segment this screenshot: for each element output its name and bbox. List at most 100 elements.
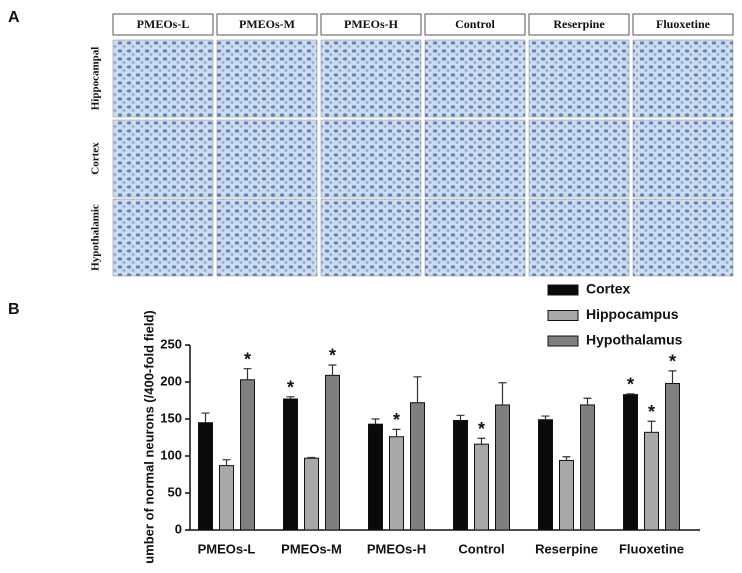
legend-label: Hypothalamus — [586, 332, 683, 348]
bar — [325, 374, 340, 531]
significance-marker: * — [329, 346, 336, 366]
column-header: Control — [455, 17, 495, 31]
bar — [453, 419, 468, 531]
bar — [538, 419, 553, 531]
error-bar — [286, 396, 295, 400]
micrograph — [528, 198, 630, 277]
y-tick-label: 250 — [160, 336, 182, 351]
error-bar — [562, 456, 571, 461]
error-bar — [626, 393, 635, 395]
error-bar — [498, 382, 507, 405]
row-label: Hippocampal — [90, 47, 102, 111]
micrograph — [112, 39, 214, 118]
bar — [474, 443, 489, 531]
column-header: PMEOs-L — [137, 17, 190, 31]
micrograph — [216, 119, 318, 198]
micrograph-grid: PMEOs-L PMEOs-M PMEOs-H Control Reserpine Flu… — [90, 13, 734, 277]
x-tick-label: Control — [458, 541, 504, 556]
panel-label: A — [8, 9, 20, 26]
bar — [219, 465, 234, 531]
significance-marker: * — [287, 378, 294, 398]
significance-marker: * — [393, 410, 400, 430]
column-header-box — [216, 13, 318, 36]
significance-marker: * — [648, 402, 655, 422]
error-bar — [583, 397, 592, 405]
bar — [623, 394, 638, 531]
column-header-box — [632, 13, 734, 36]
micrograph — [528, 39, 630, 118]
y-tick-label: 150 — [160, 410, 182, 425]
bar — [283, 398, 298, 531]
significance-marker: * — [244, 349, 251, 369]
error-bar — [668, 370, 677, 384]
bar — [240, 379, 255, 531]
legend-swatch — [547, 310, 579, 321]
micrograph — [320, 119, 422, 198]
column-header-box — [112, 13, 214, 36]
column-header-box — [320, 13, 422, 36]
bar-chart: umber of normal neurons (/400-fold field… — [141, 281, 700, 564]
significance-marker: * — [627, 375, 634, 395]
bar — [644, 431, 659, 531]
column-header-box — [528, 13, 630, 36]
micrograph — [632, 119, 734, 198]
x-tick-label: PMEOs-H — [367, 541, 426, 556]
significance-marker: * — [478, 419, 485, 439]
legend-swatch — [547, 335, 579, 347]
micrograph — [216, 198, 318, 277]
bar — [304, 457, 319, 531]
micrograph — [424, 198, 526, 277]
significance-marker: * — [669, 352, 676, 372]
x-tick-label: Reserpine — [535, 541, 598, 556]
y-tick-label: 100 — [160, 447, 182, 462]
x-tick-label: PMEOs-M — [281, 541, 342, 556]
micrograph — [112, 198, 214, 277]
column-header: PMEOs-M — [239, 17, 295, 31]
row-label: Cortex — [90, 142, 102, 175]
error-bar — [456, 414, 465, 421]
error-bar — [477, 437, 486, 445]
legend-label: Cortex — [586, 281, 631, 297]
y-tick-label: 200 — [160, 373, 182, 388]
bar — [495, 404, 510, 531]
bar — [580, 404, 595, 531]
y-tick-label: 50 — [168, 484, 182, 499]
column-header: Fluoxetine — [656, 17, 711, 31]
micrograph — [424, 39, 526, 118]
error-bar — [243, 368, 252, 380]
row-label: Hypothalamic — [90, 204, 102, 271]
micrograph — [320, 39, 422, 118]
column-header-box — [424, 13, 526, 36]
bar — [368, 423, 383, 531]
error-bar — [647, 420, 656, 433]
bar — [410, 402, 425, 531]
micrograph — [528, 119, 630, 198]
y-tick-label: 0 — [175, 521, 182, 536]
bar — [198, 422, 213, 531]
error-bar — [541, 415, 550, 420]
x-tick-label: PMEOs-L — [198, 541, 256, 556]
bar — [559, 459, 574, 531]
micrograph — [424, 119, 526, 198]
bar — [665, 382, 680, 531]
error-bar — [371, 418, 380, 425]
panel-label: B — [8, 301, 20, 318]
micrograph — [632, 39, 734, 118]
bar — [389, 436, 404, 531]
error-bar — [392, 428, 401, 437]
column-header: PMEOs-H — [344, 17, 399, 31]
error-bar — [222, 459, 231, 466]
micrograph — [112, 119, 214, 198]
error-bar — [328, 364, 337, 376]
micrograph — [216, 39, 318, 118]
micrograph — [320, 198, 422, 277]
error-bar — [307, 456, 316, 459]
error-bar — [201, 412, 210, 423]
x-tick-label: Fluoxetine — [619, 541, 684, 556]
column-header: Reserpine — [553, 17, 605, 31]
legend-swatch — [547, 284, 579, 296]
y-axis-title: umber of normal neurons (/400-fold field… — [141, 310, 156, 564]
micrograph — [632, 198, 734, 277]
legend-label: Hippocampus — [586, 306, 679, 322]
